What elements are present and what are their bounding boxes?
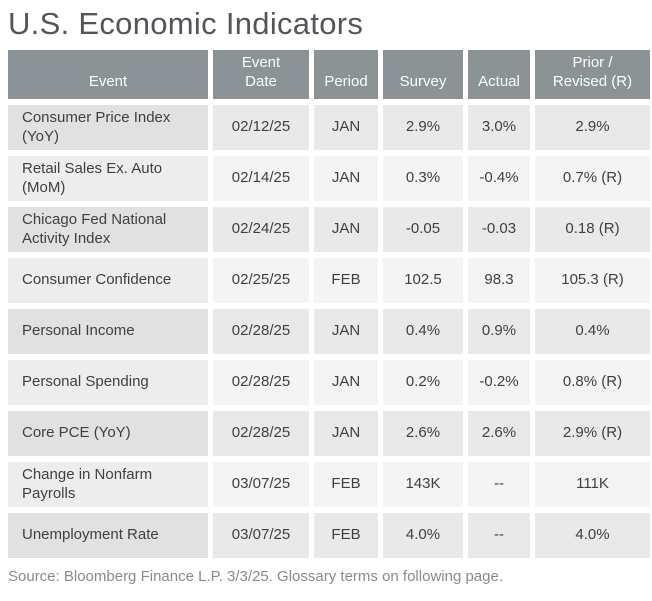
period-cell: JAN [314,206,378,252]
prior-cell: 105.3 (R) [535,257,650,303]
header-cell-prior: Prior / Revised (R) [535,49,650,99]
period-cell: FEB [314,461,378,507]
source-note: Source: Bloomberg Finance L.P. 3/3/25. G… [8,567,503,585]
prior-cell: 2.9% [535,104,650,150]
actual-cell: 2.6% [468,410,530,456]
survey-cell: 143K [383,461,463,507]
date-cell: 03/07/25 [213,512,309,558]
date-cell: 03/07/25 [213,461,309,507]
indicators-table: Event Event Date Period Survey Actual Prior /… [8,49,650,558]
period-cell: JAN [314,155,378,201]
survey-cell: 2.6% [383,410,463,456]
actual-cell: -0.03 [468,206,530,252]
actual-cell: 0.9% [468,308,530,354]
event-cell: Unemployment Rate [8,512,208,558]
survey-cell: 4.0% [383,512,463,558]
header-cell-event: Event [8,49,208,99]
date-cell: 02/14/25 [213,155,309,201]
prior-cell: 0.4% [535,308,650,354]
actual-cell: 98.3 [468,257,530,303]
actual-cell: 3.0% [468,104,530,150]
actual-cell: -- [468,461,530,507]
period-cell: JAN [314,104,378,150]
period-cell: JAN [314,410,378,456]
survey-cell: 0.3% [383,155,463,201]
survey-cell: 0.2% [383,359,463,405]
date-cell: 02/28/25 [213,410,309,456]
period-cell: JAN [314,308,378,354]
period-cell: JAN [314,359,378,405]
actual-cell: -0.4% [468,155,530,201]
survey-cell: 2.9% [383,104,463,150]
event-cell: Chicago Fed National Activity Index [8,206,208,252]
report-figure: U.S. Economic Indicators Event Event Date… [8,6,650,585]
date-cell: 02/12/25 [213,104,309,150]
date-cell: 02/24/25 [213,206,309,252]
event-cell: Personal Spending [8,359,208,405]
prior-cell: 2.9% (R) [535,410,650,456]
prior-cell: 0.7% (R) [535,155,650,201]
prior-cell: 0.8% (R) [535,359,650,405]
prior-cell: 4.0% [535,512,650,558]
event-cell: Consumer Price Index (YoY) [8,104,208,150]
event-cell: Consumer Confidence [8,257,208,303]
actual-cell: -0.2% [468,359,530,405]
page-title: U.S. Economic Indicators [8,6,364,41]
event-cell: Core PCE (YoY) [8,410,208,456]
header-cell-actual: Actual [468,49,530,99]
period-cell: FEB [314,257,378,303]
header-cell-period: Period [314,49,378,99]
header-cell-survey: Survey [383,49,463,99]
actual-cell: -- [468,512,530,558]
date-cell: 02/25/25 [213,257,309,303]
header-cell-date: Event Date [213,49,309,99]
prior-cell: 111K [535,461,650,507]
period-cell: FEB [314,512,378,558]
event-cell: Personal Income [8,308,208,354]
survey-cell: 0.4% [383,308,463,354]
date-cell: 02/28/25 [213,308,309,354]
survey-cell: 102.5 [383,257,463,303]
prior-cell: 0.18 (R) [535,206,650,252]
event-cell: Retail Sales Ex. Auto (MoM) [8,155,208,201]
date-cell: 02/28/25 [213,359,309,405]
survey-cell: -0.05 [383,206,463,252]
event-cell: Change in Nonfarm Payrolls [8,461,208,507]
